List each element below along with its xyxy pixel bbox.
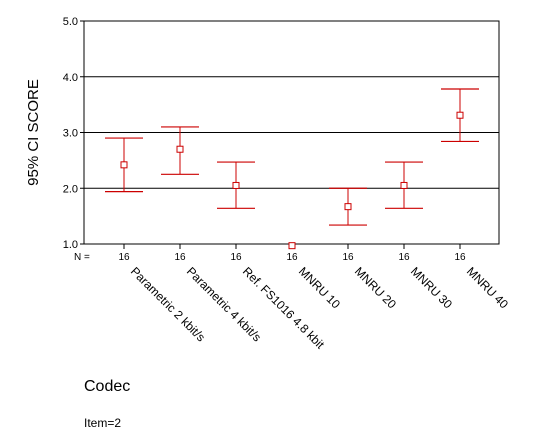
error-bar <box>217 161 255 209</box>
y-tick-label: 4.0 <box>63 72 78 84</box>
n-count: 16 <box>230 252 242 263</box>
y-tick-label: 3.0 <box>63 128 78 140</box>
n-count: 16 <box>174 252 186 263</box>
error-bar <box>441 88 479 143</box>
y-tick-label: 2.0 <box>63 183 78 195</box>
n-count: 16 <box>454 252 466 263</box>
x-axis-label: Codec <box>84 378 131 395</box>
n-count: 16 <box>118 252 130 263</box>
footnote: Item=2 <box>84 416 122 430</box>
category-label: MNRU 30 <box>408 264 455 311</box>
n-counts: 16 16 16 16 16 16 16 <box>118 252 466 263</box>
n-row-label: N = <box>74 252 90 263</box>
mean-marker <box>344 203 352 211</box>
mean-marker <box>400 181 408 189</box>
mean-marker <box>176 145 184 153</box>
category-label: MNRU 20 <box>352 264 399 311</box>
y-tick-label: 1.0 <box>63 239 78 251</box>
y-axis-ticks: 1.0 2.0 3.0 4.0 5.0 <box>63 16 84 251</box>
error-bar <box>329 187 367 226</box>
mean-marker <box>456 111 464 119</box>
mean-marker <box>288 242 296 250</box>
mean-marker <box>232 181 240 189</box>
n-count: 16 <box>286 252 298 263</box>
y-tick-label: 5.0 <box>63 16 78 28</box>
error-bar <box>288 242 296 250</box>
n-count: 16 <box>342 252 354 263</box>
category-label: MNRU 10 <box>296 264 343 311</box>
error-bars <box>105 88 479 250</box>
error-bar <box>105 137 143 193</box>
y-axis-label: 95% CI SCORE <box>25 79 42 186</box>
n-count: 16 <box>398 252 410 263</box>
mean-marker <box>120 161 128 169</box>
category-label: MNRU 40 <box>464 264 511 311</box>
error-bar <box>385 161 423 209</box>
error-bar <box>161 126 199 175</box>
gridlines <box>84 76 499 189</box>
